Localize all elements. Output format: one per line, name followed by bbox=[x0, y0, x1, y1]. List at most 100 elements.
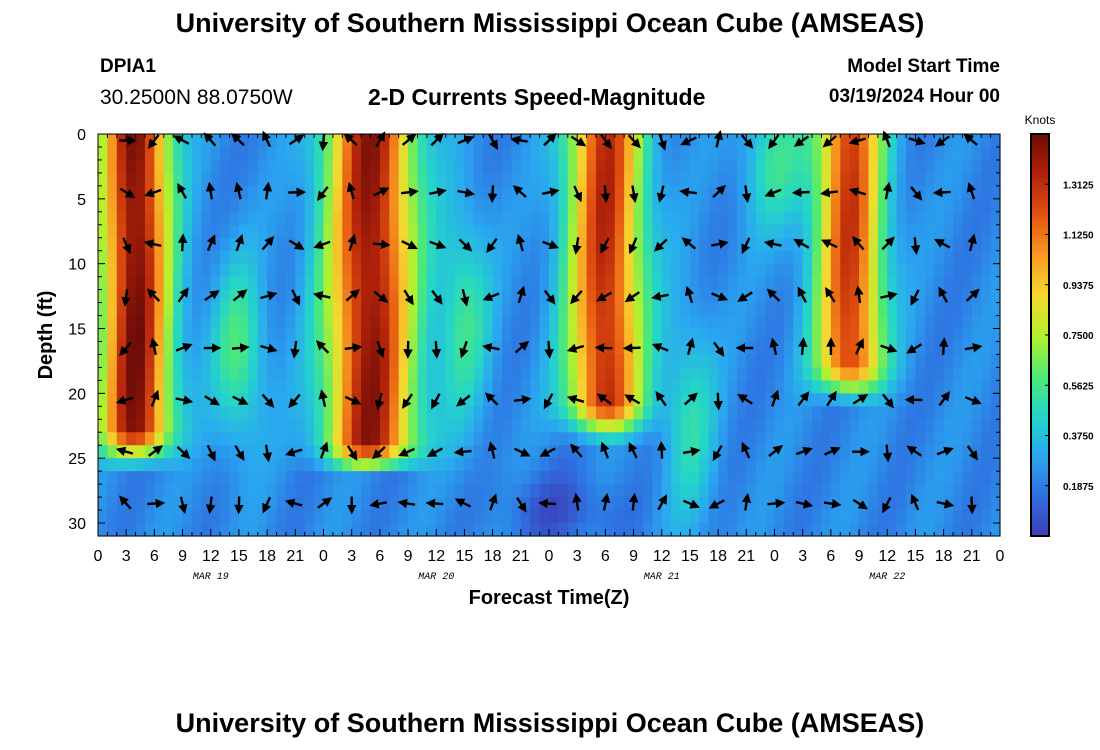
heatmap-cell bbox=[201, 471, 212, 485]
heatmap-cell bbox=[718, 146, 729, 161]
heatmap-cell bbox=[727, 432, 738, 446]
heatmap-cell bbox=[915, 172, 926, 187]
heatmap-cell bbox=[417, 406, 428, 420]
heatmap-cell bbox=[285, 198, 296, 213]
heatmap-cell bbox=[981, 445, 992, 459]
current-arrow bbox=[852, 394, 869, 405]
heatmap-cell bbox=[135, 419, 146, 433]
heatmap-cell bbox=[379, 406, 390, 420]
heatmap-cell bbox=[464, 380, 475, 394]
heatmap-cell bbox=[896, 198, 907, 213]
heatmap-cell bbox=[915, 159, 926, 174]
heatmap-cell bbox=[248, 237, 259, 252]
heatmap-cell bbox=[210, 380, 221, 394]
heatmap-cell bbox=[859, 134, 870, 148]
heatmap-cell bbox=[830, 146, 841, 161]
heatmap-cell bbox=[614, 276, 625, 291]
heatmap-cell bbox=[990, 237, 1001, 252]
heatmap-cell bbox=[267, 458, 278, 472]
heatmap-cell bbox=[210, 406, 221, 420]
heatmap-cell bbox=[953, 497, 964, 511]
heatmap-cell bbox=[727, 328, 738, 343]
heatmap-cell bbox=[906, 263, 917, 278]
heatmap-cell bbox=[539, 367, 550, 381]
heatmap-cell bbox=[812, 276, 823, 291]
heatmap-cell bbox=[191, 237, 202, 252]
heatmap-cell bbox=[765, 198, 776, 213]
heatmap-cell bbox=[285, 471, 296, 485]
heatmap-cell bbox=[990, 458, 1001, 472]
heatmap-cell bbox=[924, 263, 935, 278]
heatmap-cell bbox=[492, 380, 503, 394]
heatmap-cell bbox=[163, 276, 174, 291]
heatmap-cell bbox=[943, 289, 954, 304]
heatmap-cell bbox=[793, 159, 804, 174]
heatmap-cell bbox=[868, 276, 879, 291]
heatmap-cell bbox=[361, 471, 372, 485]
heatmap-cell bbox=[173, 510, 184, 524]
heatmap-cell bbox=[126, 302, 137, 317]
heatmap-cell bbox=[934, 445, 945, 459]
heatmap-cell bbox=[830, 250, 841, 265]
heatmap-cell bbox=[220, 211, 231, 226]
heatmap-cell bbox=[830, 328, 841, 343]
heatmap-cell bbox=[718, 198, 729, 213]
heatmap-cell bbox=[887, 406, 898, 420]
heatmap-cell bbox=[191, 289, 202, 304]
heatmap-cell bbox=[840, 471, 851, 485]
heatmap-cell bbox=[830, 276, 841, 291]
heatmap-cell bbox=[971, 354, 982, 369]
current-arrow bbox=[824, 446, 841, 456]
heatmap-cell bbox=[708, 302, 719, 317]
current-arrow bbox=[910, 493, 920, 511]
heatmap-cell bbox=[558, 146, 569, 161]
heatmap-cell bbox=[220, 315, 231, 330]
y-tick-label: 20 bbox=[68, 386, 86, 403]
heatmap-cell bbox=[389, 289, 400, 304]
heatmap-cell bbox=[220, 393, 231, 407]
heatmap-cell bbox=[849, 224, 860, 239]
heatmap-cell bbox=[877, 393, 888, 407]
heatmap-cell bbox=[539, 263, 550, 278]
heatmap-cell bbox=[661, 224, 672, 239]
heatmap-cell bbox=[708, 367, 719, 381]
heatmap-cell bbox=[746, 289, 757, 304]
heatmap-cell bbox=[267, 432, 278, 446]
heatmap-cell bbox=[840, 328, 851, 343]
heatmap-cell bbox=[849, 484, 860, 498]
heatmap-cell bbox=[783, 146, 794, 161]
heatmap-cell bbox=[934, 341, 945, 356]
heatmap-cell bbox=[624, 185, 635, 200]
heatmap-cell bbox=[135, 289, 146, 304]
heatmap-cell bbox=[577, 484, 588, 498]
heatmap-cell bbox=[257, 185, 268, 200]
heatmap-cell bbox=[389, 224, 400, 239]
heatmap-cell bbox=[896, 497, 907, 511]
heatmap-cell bbox=[163, 393, 174, 407]
heatmap-cell bbox=[163, 419, 174, 433]
heatmap-cell bbox=[492, 276, 503, 291]
heatmap-cell bbox=[642, 341, 653, 356]
current-arrow bbox=[600, 492, 611, 511]
heatmap-cell bbox=[962, 367, 973, 381]
current-arrow bbox=[570, 290, 583, 305]
heatmap-cell bbox=[642, 367, 653, 381]
heatmap-cell bbox=[849, 302, 860, 317]
heatmap-cell bbox=[783, 380, 794, 394]
heatmap-cell bbox=[577, 263, 588, 278]
heatmap-cell bbox=[661, 445, 672, 459]
heatmap-cell bbox=[915, 224, 926, 239]
heatmap-cell bbox=[361, 146, 372, 161]
x-tick-label: 15 bbox=[907, 548, 925, 565]
heatmap-cell bbox=[483, 250, 494, 265]
heatmap-cell bbox=[746, 263, 757, 278]
heatmap-cell bbox=[502, 471, 513, 485]
heatmap-cell bbox=[840, 406, 851, 420]
heatmap-cell bbox=[248, 354, 259, 369]
heatmap-cell bbox=[680, 380, 691, 394]
heatmap-cell bbox=[417, 211, 428, 226]
heatmap-cell bbox=[539, 341, 550, 356]
heatmap-cell bbox=[558, 302, 569, 317]
heatmap-cell bbox=[379, 172, 390, 187]
heatmap-cell bbox=[699, 224, 710, 239]
